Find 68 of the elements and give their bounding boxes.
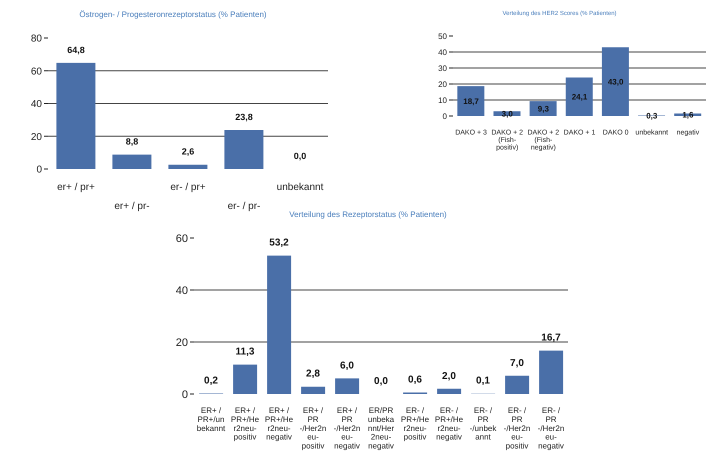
data-label: 0,0	[294, 151, 306, 161]
data-label: 64,8	[67, 44, 85, 55]
y-tick-label: 40	[438, 48, 448, 57]
y-tick-label: 10	[438, 96, 448, 105]
bar	[335, 378, 360, 394]
x-tick-label: er- / pr-	[228, 201, 260, 212]
data-label: 43,0	[608, 77, 624, 86]
bar	[56, 62, 96, 169]
x-tick-label: ER+ / PR+/un bekannt	[196, 406, 226, 433]
y-tick-label: 20	[176, 336, 188, 349]
bar	[301, 386, 326, 394]
chart-title: Östrogen- / Progesteronrezeptorstatus (% Patienten)	[78, 9, 268, 21]
y-tick-label: 0	[442, 112, 448, 121]
data-label: 0,1	[476, 376, 490, 387]
bar	[267, 256, 292, 394]
data-label: 53,2	[269, 238, 290, 249]
bar	[233, 364, 258, 394]
x-tick-label: ER- / PR+/He r2neu- negativ	[434, 406, 464, 442]
data-label: 0,6	[408, 374, 422, 386]
bar	[505, 376, 530, 394]
bar	[224, 130, 264, 169]
bar	[566, 77, 593, 116]
x-tick-label: er+ / pr+	[57, 182, 96, 193]
data-label: 2,0	[442, 370, 456, 382]
bar	[457, 86, 484, 116]
y-tick-label: 20	[438, 80, 448, 89]
data-label: 16,7	[541, 332, 562, 344]
y-tick-label: 60	[30, 66, 42, 78]
bar	[168, 164, 208, 169]
bar	[112, 154, 152, 169]
data-label: 6,0	[340, 360, 354, 372]
data-label: 2,8	[306, 368, 320, 380]
data-label: 24,1	[572, 92, 588, 102]
bar	[539, 350, 564, 394]
y-tick-label: 0	[36, 164, 42, 176]
y-tick-label: 0	[182, 388, 188, 401]
x-tick-label: ER- / PR+/He r2neu- positiv	[400, 406, 430, 442]
data-label: 23,8	[235, 112, 253, 122]
x-tick-label: ER+ / PR -/Her2n eu- positiv	[300, 406, 326, 450]
y-tick-label: 40	[30, 99, 42, 110]
x-tick-label: ER- / PR -/unbek annt	[470, 406, 498, 442]
x-tick-label: er+ / pr-	[114, 201, 150, 212]
x-tick-label: er- / pr+	[170, 182, 206, 193]
y-tick-label: 80	[30, 34, 42, 45]
y-tick-label: 30	[438, 64, 448, 73]
data-label: 18,7	[463, 96, 480, 106]
y-tick-label: 50	[438, 32, 448, 41]
bar	[437, 388, 462, 394]
data-label: 7,0	[510, 358, 524, 369]
y-tick-label: 40	[176, 284, 188, 297]
x-tick-label: ER- / PR -/Her2n eu- negativ	[538, 406, 564, 450]
x-tick-label: ER+ / PR -/Her2n eu- negativ	[334, 406, 360, 450]
x-tick-label: ER+ / PR+/He r2neu- negativ	[264, 406, 294, 442]
y-tick-label: 60	[176, 232, 188, 245]
x-tick-label: ER- / PR -/Her2n eu- positiv	[504, 406, 530, 450]
data-label: 9,3	[538, 104, 550, 114]
data-label: 8,8	[126, 136, 138, 147]
x-tick-label: ER/PR unbeka nnt/Her 2neu- negativ	[368, 406, 395, 450]
bar	[530, 101, 557, 116]
data-label: 0,2	[204, 375, 218, 386]
data-label: 0,0	[374, 376, 388, 387]
x-tick-label: unbekannt	[276, 182, 324, 193]
data-label: 2,6	[182, 146, 194, 157]
chart-title: Verteilung des Rezeptorstatus (% Patienten)	[289, 210, 447, 219]
x-tick-label: ER+ / PR+/He r2neu- positiv	[230, 406, 260, 442]
y-tick-label: 20	[30, 132, 42, 143]
data-label: 11,3	[236, 346, 255, 358]
bar	[602, 47, 629, 116]
